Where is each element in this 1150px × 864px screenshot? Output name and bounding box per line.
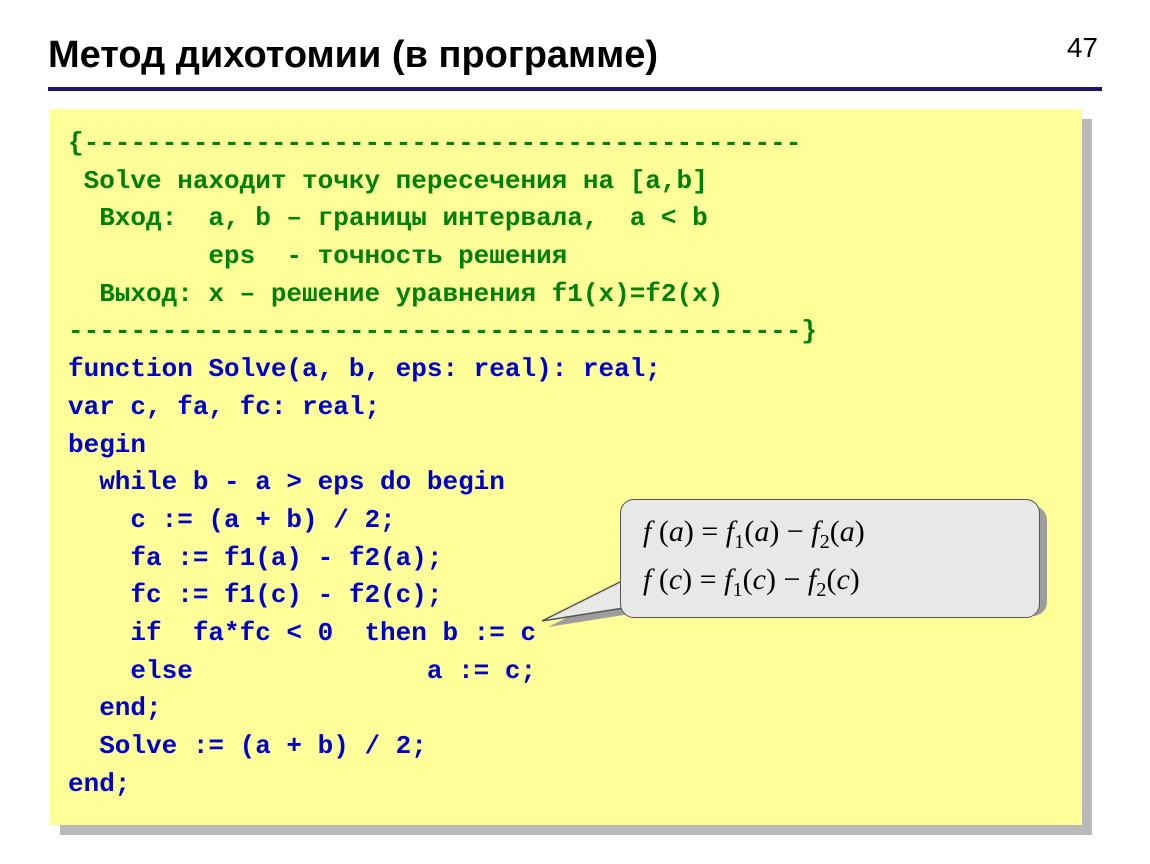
formula-line-2: f (c) = f1(c) − f2(c)	[643, 558, 1017, 606]
code-line: while b - a > eps do begin	[68, 467, 505, 497]
code-text: {---------------------------------------…	[68, 125, 1064, 803]
code-line: else a := c;	[68, 656, 536, 686]
page-number: 47	[1067, 32, 1098, 64]
code-line: function Solve(a, b, eps: real): real;	[68, 354, 661, 384]
comment-line: Выход: x – решение уравнения f1(x)=f2(x)	[68, 279, 723, 309]
code-line: var c, fa, fc: real;	[68, 392, 380, 422]
formula-callout: f (a) = f1(a) − f2(a) f (c) = f1(c) − f2…	[620, 499, 1040, 618]
code-line: if fa*fc < 0 then b := c	[68, 618, 536, 648]
code-block: {---------------------------------------…	[50, 109, 1082, 825]
slide: 47 Метод дихотомии (в программе) {------…	[0, 0, 1150, 864]
comment-line: Solve находит точку пересечения на [a,b]	[68, 166, 708, 196]
code-line: c := (a + b) / 2;	[68, 505, 396, 535]
code-line: begin	[68, 430, 146, 460]
title-rule	[48, 87, 1102, 91]
comment-line: ----------------------------------------…	[68, 316, 817, 346]
comment-line: eps - точность решения	[68, 241, 567, 271]
comment-line: {---------------------------------------…	[68, 128, 801, 158]
formula-line-1: f (a) = f1(a) − f2(a)	[643, 510, 1017, 558]
code-line: end;	[68, 693, 162, 723]
code-line: fc := f1(c) - f2(c);	[68, 580, 442, 610]
code-block-body: {---------------------------------------…	[50, 109, 1082, 825]
callout-bubble: f (a) = f1(a) − f2(a) f (c) = f1(c) − f2…	[620, 499, 1040, 618]
code-line: Solve := (a + b) / 2;	[68, 731, 427, 761]
code-line: end;	[68, 769, 130, 799]
slide-title: Метод дихотомии (в программе)	[48, 34, 1102, 77]
code-line: fa := f1(a) - f2(a);	[68, 543, 442, 573]
comment-line: Вход: a, b – границы интервала, a < b	[68, 203, 708, 233]
